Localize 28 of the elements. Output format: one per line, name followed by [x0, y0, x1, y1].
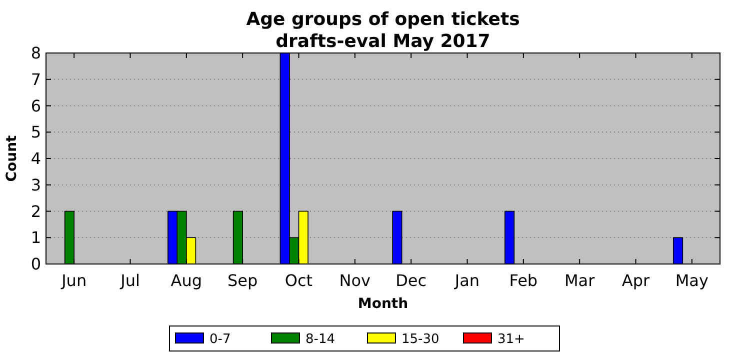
x-tick-label: Feb: [509, 271, 538, 290]
x-tick-label: May: [675, 271, 708, 290]
y-tick-label: 0: [30, 254, 41, 274]
y-tick-label: 3: [30, 175, 41, 194]
x-tick-label: Jul: [120, 271, 140, 290]
x-tick-label: Dec: [396, 271, 427, 290]
y-tick-label: 8: [30, 44, 41, 63]
y-axis-title: Count: [4, 134, 20, 182]
legend-label: 31+: [498, 332, 525, 347]
x-tick-label: Mar: [564, 271, 596, 290]
legend-label: 8-14: [306, 332, 336, 347]
y-tick-label: 5: [30, 122, 41, 142]
y-tick-label: 1: [30, 228, 41, 248]
y-tick-label: 6: [30, 96, 41, 116]
chart-title: Age groups of open tickets drafts-eval May 2017: [246, 9, 520, 52]
y-tick-label: 4: [30, 149, 41, 168]
legend-label: 15-30: [402, 332, 440, 347]
y-tick-label: 2: [30, 202, 41, 221]
legend-label: 0-7: [210, 332, 231, 347]
x-axis-title: Month: [358, 296, 408, 312]
x-tick-label: Aug: [170, 271, 202, 290]
x-tick-label: Apr: [622, 271, 650, 290]
x-tick-label: Nov: [339, 271, 371, 290]
x-tick-label: Sep: [228, 271, 258, 290]
x-tick-label: Jan: [454, 271, 480, 290]
x-tick-label: Jun: [60, 271, 87, 290]
x-tick-label: Oct: [284, 271, 313, 290]
y-tick-label: 7: [30, 70, 41, 89]
